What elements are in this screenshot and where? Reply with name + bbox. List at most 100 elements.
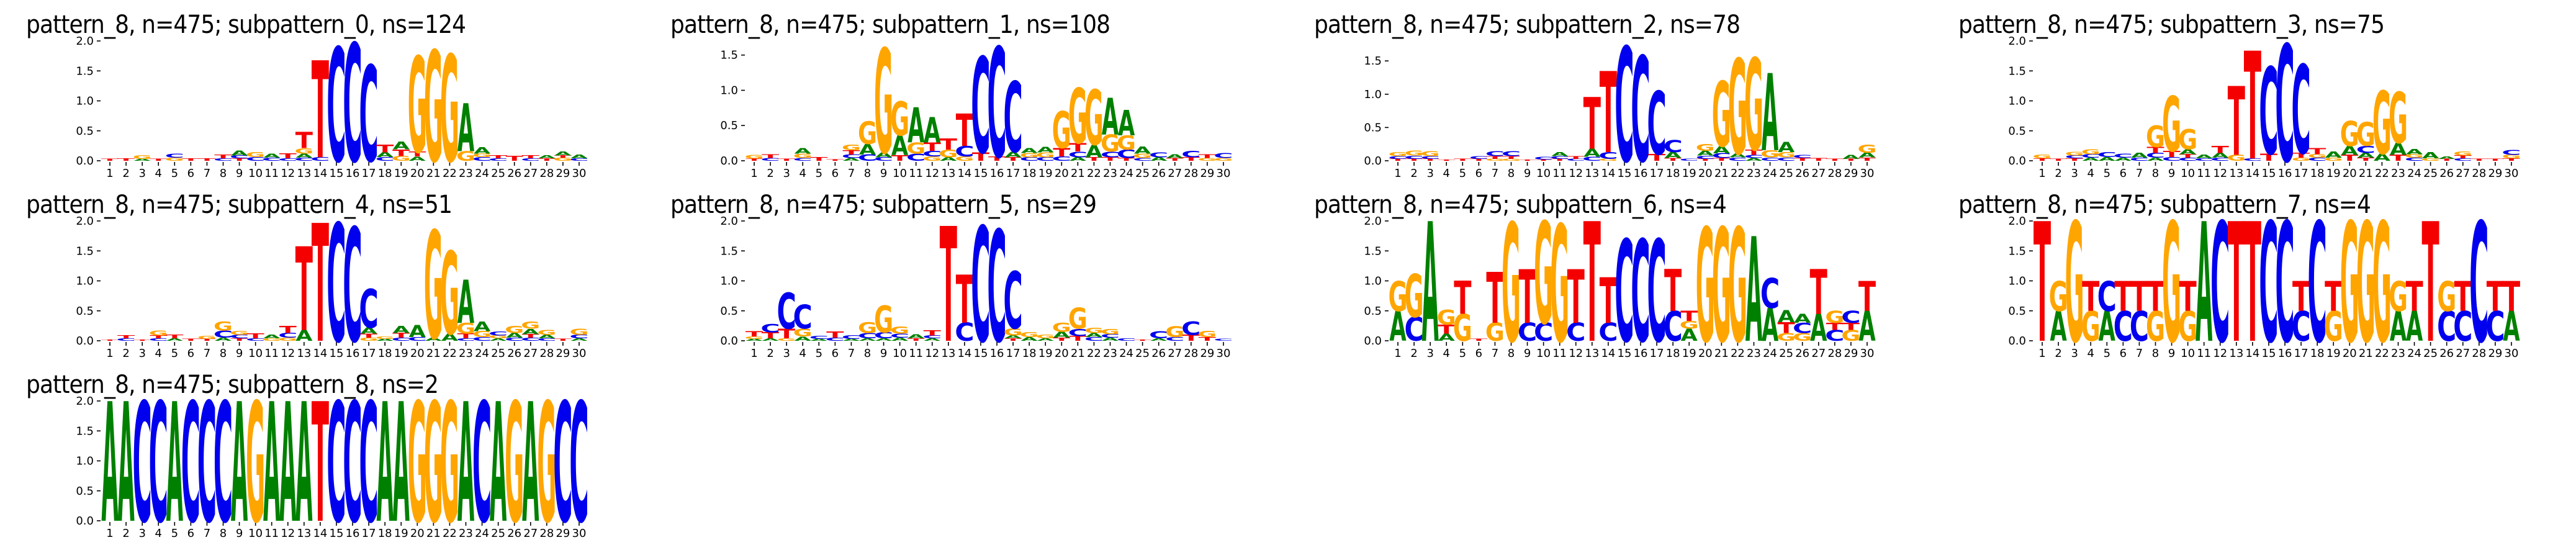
logo-letter-C: C [1181, 150, 1200, 160]
logo-letter-G: G [424, 370, 443, 540]
logo-letter-T: T [2405, 274, 2423, 322]
x-tick-label: 27 [523, 167, 538, 180]
logo-letter-C: C [569, 370, 588, 540]
logo-letter-G: G [569, 327, 588, 336]
logo-letter-A: A [263, 370, 280, 540]
logo-letter-C: C [1003, 62, 1022, 174]
logo-letter-C: C [857, 153, 876, 163]
logo-letter-A: A [231, 150, 248, 157]
x-tick-label: 13 [1585, 347, 1599, 360]
logo-letter-G: G [1453, 307, 1472, 349]
logo-letter-T: T [2454, 274, 2472, 322]
logo-letter-T: T [1648, 153, 1665, 163]
x-tick-label: 17 [362, 167, 376, 180]
logo-letter-C: C [1615, 16, 1634, 190]
logo-subplot-1: pattern_8, n=475; subpattern_1, ns=108 0… [669, 10, 1313, 190]
logo-letter-G: G [841, 143, 860, 152]
x-tick-label: 21 [426, 347, 441, 360]
y-tick-label: 0.0 [76, 155, 94, 168]
logo-letter-A: A [842, 338, 860, 341]
x-tick-label: 8 [1508, 347, 1515, 360]
logo-letter-A: A [2098, 156, 2115, 162]
logo-letter-C: C [1068, 327, 1087, 339]
logo-letter-T: T [2421, 190, 2439, 370]
x-tick-label: 7 [847, 167, 854, 180]
logo-letter-T: T [923, 329, 941, 338]
x-tick-label: 2 [2055, 167, 2061, 180]
logo-letter-G: G [1035, 151, 1055, 159]
x-tick-label: 15 [330, 527, 344, 540]
x-tick-label: 23 [459, 167, 473, 180]
logo-letter-T: T [2179, 153, 2197, 159]
logo-subplot-7: pattern_8, n=475; subpattern_7, ns=4 0.0… [1957, 190, 2576, 370]
logo-letter-T: T [761, 331, 778, 340]
logo-letter-A: A [295, 370, 312, 540]
logo-letter-C: C [889, 333, 909, 340]
y-tick-label: 1.0 [2008, 95, 2026, 108]
logo-letter-C: C [165, 153, 184, 160]
logo-letter-C: C [181, 370, 200, 540]
logo-letter-G: G [2340, 190, 2359, 370]
logo-letter-A: A [393, 370, 410, 540]
logo-letter-C: C [2081, 153, 2100, 159]
logo-letter-T: T [1826, 158, 1844, 161]
x-tick-label: 13 [297, 527, 311, 540]
y-tick-label: 1.0 [76, 455, 94, 468]
logo-letter-A: A [1422, 190, 1439, 370]
logo-letter-A: A [2341, 143, 2358, 158]
x-tick-label: 10 [2181, 347, 2195, 360]
logo-letter-A: A [1745, 158, 1763, 162]
x-tick-label: 13 [2229, 347, 2243, 360]
logo-letter-C: C [1631, 212, 1650, 370]
logo-letter-G: G [1100, 327, 1119, 336]
logo-letter-A: A [1020, 336, 1038, 342]
logo-letter-T: T [2470, 158, 2487, 161]
logo-letter-T: T [2341, 153, 2358, 163]
x-tick-label: 7 [1492, 347, 1498, 360]
x-tick-label: 18 [378, 527, 392, 540]
logo-letter-G: G [744, 336, 763, 340]
logo-letter-G: G [1052, 101, 1071, 160]
x-tick-label: 12 [281, 347, 295, 360]
logo-letter-T: T [1535, 159, 1552, 161]
x-tick-label: 5 [1459, 347, 1466, 360]
logo-letter-G: G [2178, 303, 2197, 351]
x-tick-label: 22 [2374, 167, 2389, 180]
logo-letter-C: C [2194, 158, 2213, 161]
x-tick-label: 12 [1569, 167, 1583, 180]
logo-letter-C: C [2097, 151, 2116, 159]
logo-letter-C: C [922, 335, 942, 340]
x-tick-label: 21 [1070, 347, 1084, 360]
x-tick-label: 21 [1714, 167, 1729, 180]
logo-letter-G: G [1857, 143, 1876, 155]
logo-letter-T: T [2243, 190, 2261, 370]
logo-letter-T: T [1713, 158, 1730, 162]
logo-letter-C: C [456, 338, 475, 341]
logo-letter-A: A [2405, 304, 2422, 351]
plot-title: pattern_8, n=475; subpattern_4, ns=51 [26, 191, 453, 219]
logo-letter-G: G [1712, 197, 1731, 370]
y-tick-label: 1.5 [720, 49, 738, 62]
logo-letter-G: G [1744, 34, 1763, 179]
logo-letter-T: T [2292, 274, 2310, 322]
x-tick-label: 6 [1475, 347, 1482, 360]
x-tick-label: 4 [799, 167, 806, 180]
logo-letter-C: C [1760, 157, 1780, 162]
logo-letter-G: G [294, 146, 313, 155]
x-tick-label: 19 [1682, 347, 1696, 360]
plot-title: pattern_8, n=475; subpattern_0, ns=124 [26, 11, 466, 39]
logo-letter-C: C [537, 338, 556, 341]
y-tick-label: 0.5 [2008, 305, 2026, 318]
logo-letter-C: C [1744, 154, 1763, 159]
x-tick-label: 7 [847, 347, 854, 360]
logo-letter-A: A [570, 338, 588, 341]
logo-letter-G: G [2065, 190, 2084, 370]
y-tick-label: 0.0 [2008, 155, 2026, 168]
x-tick-label: 19 [394, 527, 408, 540]
logo-letter-T: T [2502, 274, 2520, 322]
x-tick-label: 19 [2326, 347, 2340, 360]
x-tick-label: 25 [2423, 167, 2438, 180]
logo-letter-A: A [794, 146, 811, 156]
logo-letter-C: C [2291, 42, 2310, 182]
logo-letter-G: G [472, 330, 492, 339]
